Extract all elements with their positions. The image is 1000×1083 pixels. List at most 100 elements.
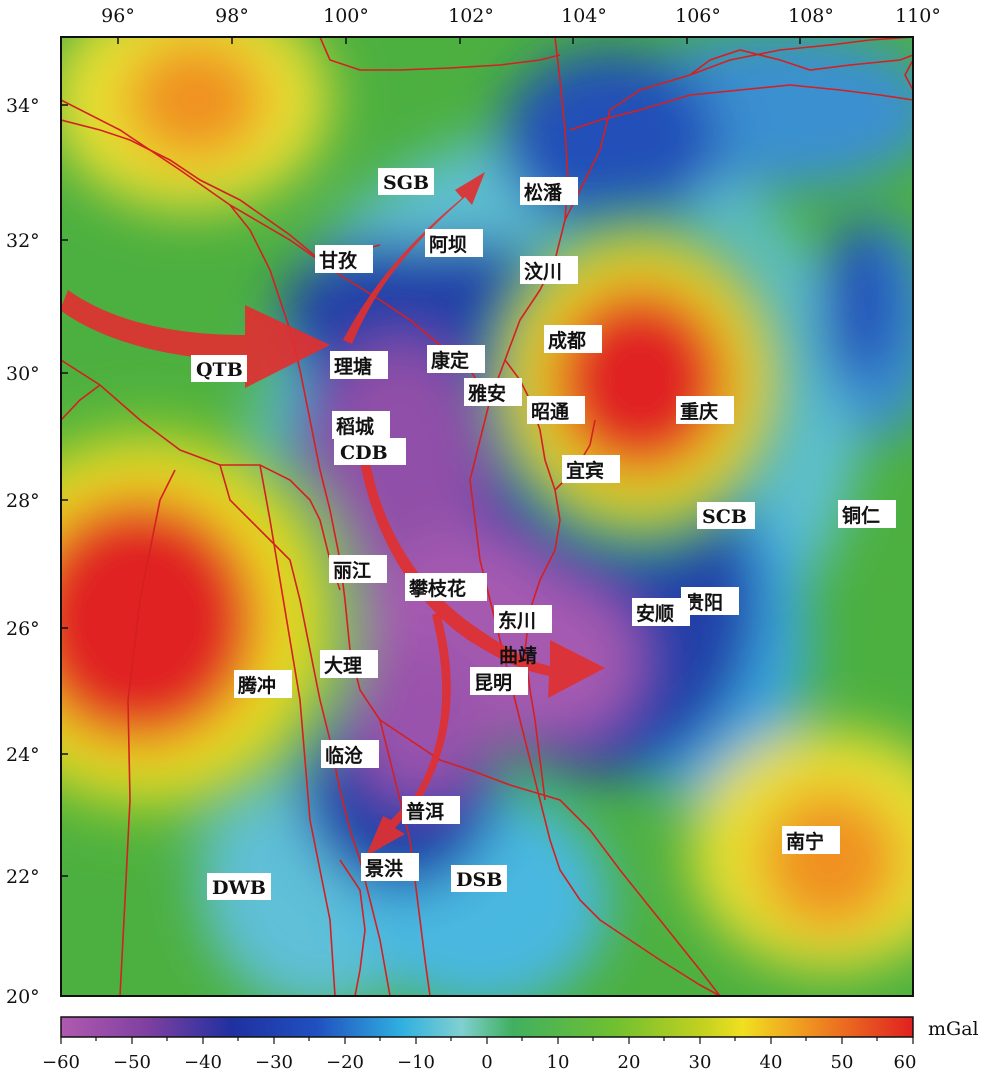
label-anshun: 安顺 [632,598,690,626]
colorbar-tick-label: 60 [894,1052,917,1073]
label-wenchuan: 汶川 [520,256,578,284]
place-name: 昭通 [531,401,570,423]
label-box [234,670,292,698]
place-name: 松潘 [524,181,563,204]
label-box [334,438,406,465]
place-name: 阿坝 [429,234,467,256]
colorbar-tick-label: 40 [760,1052,783,1073]
x-tick-label: 102° [448,5,494,27]
place-name: SGB [383,172,429,194]
colorbar-tick-label: −40 [184,1052,222,1073]
x-tick-label: 98° [215,5,249,27]
label-box [494,605,552,633]
y-tick-label: 34° [6,95,40,117]
label-dsb: DSB [451,865,507,892]
place-name: 甘孜 [319,249,358,272]
label-box [320,650,378,678]
place-name: 铜仁 [842,504,880,527]
colorbar-tick-label: −20 [326,1052,364,1073]
place-name: 大理 [324,654,362,677]
place-name: 景洪 [365,858,403,880]
label-dongchuan: 东川 [494,605,552,633]
arrow-north [343,172,485,344]
colorbar-tick-label: 30 [689,1052,712,1073]
label-box [207,873,271,900]
x-tick-label: 110° [895,5,941,27]
x-tick-label: 108° [788,5,834,27]
place-name: 稻城 [336,415,374,438]
y-tick-label: 22° [6,866,40,888]
x-tick-label: 104° [561,5,607,27]
label-box [330,351,388,379]
colorbar-tick-label: 20 [618,1052,641,1073]
label-box [470,667,528,695]
anomaly-field [61,37,913,996]
label-daocheng: 稻城 [332,411,390,439]
label-cdb: CDB [334,438,406,465]
colorbar-tick-label: −60 [42,1052,80,1073]
map-axis-ticks [61,37,801,877]
place-name: SCB [702,506,747,528]
y-tick-label: 26° [6,618,40,640]
colorbar-tick-label: 10 [547,1052,570,1073]
label-box [321,740,379,768]
label-yaan: 雅安 [464,378,522,406]
place-name: CDB [340,442,388,464]
label-scb: SCB [697,502,755,529]
label-sgb: SGB [378,168,434,195]
colorbar-unit: mGal [928,1018,979,1040]
label-box [632,598,690,626]
place-name: DWB [212,877,266,899]
label-aba: 阿坝 [425,229,483,257]
label-box [378,168,434,195]
longitude-labels: 96° 98° 100° 102° 104° 106° 108° 110° [101,5,941,27]
label-box [427,345,485,373]
place-name: 贵阳 [685,592,723,614]
label-box [697,502,755,529]
place-name: 汶川 [524,260,562,283]
place-name: 南宁 [786,830,824,853]
label-ganzi: 甘孜 [315,245,373,273]
colorbar-gradient [60,1016,914,1038]
x-tick-label: 100° [323,5,369,27]
label-litang: 理塘 [330,351,388,379]
colorbar-tick-label: −50 [113,1052,151,1073]
label-box [520,177,578,205]
label-chongqing: 重庆 [676,396,734,424]
label-songpan: 松潘 [520,177,578,205]
place-name: 成都 [548,329,586,352]
label-box [527,396,585,424]
label-yibin: 宜宾 [562,455,620,483]
label-box [191,355,247,382]
place-name: 重庆 [680,400,718,423]
place-name: 东川 [498,609,536,632]
label-chengdu: 成都 [544,325,602,353]
place-name: 宜宾 [566,459,604,482]
y-tick-label: 30° [6,363,40,385]
label-tengchong: 腾冲 [234,670,292,698]
place-name: 理塘 [334,355,372,378]
colorbar-tick-label: −10 [397,1052,435,1073]
label-box [329,555,387,583]
y-tick-label: 20° [6,986,40,1008]
label-box [405,573,487,601]
place-labels: SGB 松潘 阿坝 甘孜 汶川 成都 QTB 理塘 康定 雅安 昭通 重庆 稻城… [191,168,896,900]
label-panzhihua: 攀枝花 [405,573,487,601]
label-dwb: DWB [207,873,271,900]
label-zhaotong: 昭通 [527,396,585,424]
y-tick-label: 28° [6,490,40,512]
y-tick-label: 24° [6,744,40,766]
label-tongren: 铜仁 [838,500,896,528]
place-name: 康定 [431,349,469,372]
label-box [361,853,419,881]
label-kangding: 康定 [427,345,485,373]
label-box [676,396,734,424]
place-name: 安顺 [636,602,674,625]
label-guiyang: 贵阳 [681,587,739,615]
label-lincang: 临沧 [321,740,379,768]
label-box [425,229,483,257]
label-puer: 普洱 [402,796,460,824]
place-name: 临沧 [325,744,363,767]
label-box [332,411,390,439]
